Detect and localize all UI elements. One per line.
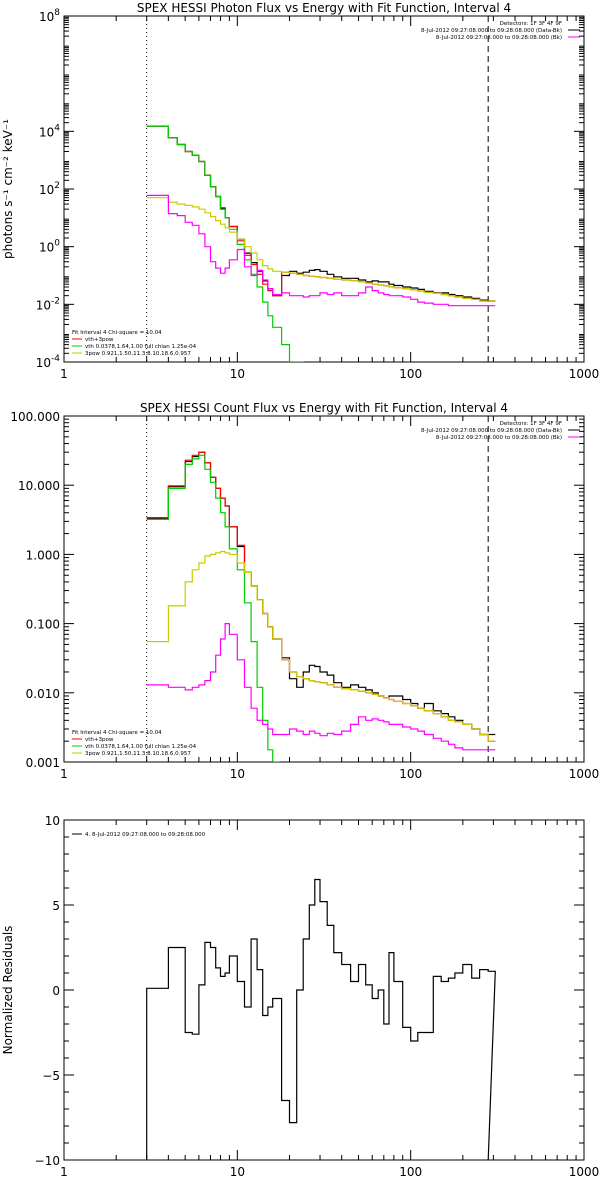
series-line-5: [146, 623, 496, 751]
series-line-1: [146, 878, 496, 1160]
legend-label: Fit Interval 4 Chi-square = 10.04: [72, 730, 162, 736]
series-line-3: [146, 454, 280, 762]
legend-label: 8-Jul-2012 09:27:08.000 to 09:28:08.000 …: [436, 435, 562, 441]
y-tick-label: 10-2: [36, 296, 60, 312]
legend-label: Fit Interval 4 Chi-square = 10.04: [72, 330, 162, 336]
y-tick-label: 108: [39, 8, 60, 24]
y-tick-label: 100.000: [10, 410, 60, 424]
y-tick-label: 0.100: [26, 618, 60, 632]
tick-exponent: 0: [54, 239, 60, 249]
tick-base: 10: [39, 10, 54, 24]
y-tick-label: 0: [52, 984, 60, 998]
y-tick-label: 5: [52, 899, 60, 913]
x-tick-label: 1000: [569, 767, 600, 781]
tick-exponent: 4: [54, 123, 60, 133]
tick-exponent: -4: [51, 354, 60, 364]
plot-frame: [63, 15, 585, 363]
legend-label: 3pow 0.921,1.50,11.3,8.10,18.6,0.957: [85, 351, 191, 357]
legend-label: vth 0.0378,1.64,1.00 full chian 1.25e-04: [85, 344, 197, 350]
legend-label: 8-Jul-2012 09:27:08.000 to 09:28:08.000 …: [421, 28, 562, 34]
series-line-2: [146, 125, 496, 302]
y-axis-label: Normalized Residuals: [1, 926, 15, 1055]
legend-label: Detectors: 1F 3F 4F 9F: [500, 21, 562, 27]
plot-frame: [63, 819, 585, 1161]
tick-base: 10: [39, 125, 54, 139]
tick-base: 10: [36, 356, 51, 370]
x-tick-label: 100: [399, 767, 422, 781]
x-tick-label: 1000: [569, 367, 600, 381]
series-line-4: [146, 197, 496, 302]
chart-title: SPEX HESSI Photon Flux vs Energy with Fi…: [137, 1, 511, 15]
y-tick-label: 10-4: [36, 354, 61, 370]
series-line-1: [146, 125, 496, 302]
y-tick-label: 1.000: [26, 548, 60, 562]
y-tick-label: 10.000: [18, 479, 60, 493]
tick-exponent: -2: [51, 296, 60, 306]
x-tick-label: 1000: [569, 1165, 600, 1179]
series-line-1: [146, 451, 496, 736]
x-tick-label: 100: [399, 1165, 422, 1179]
chart-panel-3: 1 10 100 1000 −10 −5 0 5 10 Normalized Residuals 4…: [1, 814, 599, 1179]
tick-base: 10: [36, 298, 51, 312]
legend-label: Detectors: 1F 3F 4F 9F: [500, 421, 562, 427]
chart-title: SPEX HESSI Count Flux vs Energy with Fit…: [140, 401, 508, 415]
y-tick-label: 10: [45, 814, 60, 828]
series-line-4: [146, 550, 496, 742]
x-tick-label: 1: [60, 1165, 68, 1179]
chart-panel-1: SPEX HESSI Photon Flux vs Energy with Fi…: [1, 1, 599, 381]
chart-panel-2: SPEX HESSI Count Flux vs Energy with Fit…: [10, 401, 599, 781]
x-tick-label: 1: [60, 767, 68, 781]
y-tick-label: −5: [42, 1069, 60, 1083]
legend-label: vth+3pow: [85, 337, 114, 343]
series-line-3: [146, 125, 304, 362]
tick-base: 10: [39, 241, 54, 255]
legend-label: 8-Jul-2012 09:27:08.000 to 09:28:08.000 …: [421, 428, 562, 434]
legend-label: vth 0.0378,1.64,1.00 full chian 1.25e-04: [85, 744, 197, 750]
tick-exponent: 8: [54, 8, 60, 18]
y-tick-label: 0.001: [26, 756, 60, 770]
x-tick-label: 10: [230, 767, 245, 781]
x-tick-label: 100: [399, 367, 422, 381]
y-tick-label: 104: [39, 123, 60, 139]
y-tick-label: 100: [39, 239, 60, 255]
series-line-2: [146, 451, 496, 742]
tick-base: 10: [39, 183, 54, 197]
y-tick-label: 0.010: [26, 687, 60, 701]
series-line-5: [146, 194, 496, 307]
y-tick-label: 102: [39, 181, 60, 197]
legend-label: 3pow 0.921,1.50,11.3,8.10,18.6,0.957: [85, 751, 191, 757]
x-tick-label: 10: [230, 367, 245, 381]
y-axis-label: photons s⁻¹ cm⁻² keV⁻¹: [1, 119, 15, 259]
legend-label: 4. 8-Jul-2012 09:27:08.000 to 09:28:08.0…: [85, 832, 206, 838]
plot-frame: [63, 415, 585, 763]
x-tick-label: 10: [230, 1165, 245, 1179]
legend-label: vth+3pow: [85, 737, 114, 743]
legend-label: 8-Jul-2012 09:27:08.000 to 09:28:08.000 …: [436, 35, 562, 41]
y-tick-label: −10: [35, 1154, 60, 1168]
tick-exponent: 2: [54, 181, 60, 191]
x-tick-label: 1: [60, 367, 68, 381]
